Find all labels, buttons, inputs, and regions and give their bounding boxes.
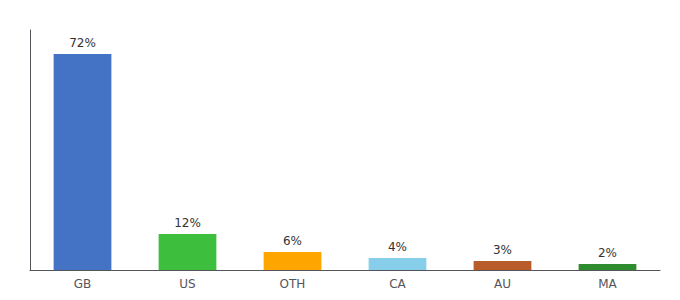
svg-text:CA: CA	[389, 277, 406, 291]
svg-text:MA: MA	[598, 277, 617, 291]
svg-text:AU: AU	[494, 277, 511, 291]
svg-text:2%: 2%	[598, 246, 617, 260]
svg-text:12%: 12%	[174, 216, 201, 230]
svg-text:GB: GB	[74, 277, 92, 291]
svg-text:3%: 3%	[493, 243, 512, 257]
svg-text:4%: 4%	[388, 240, 407, 254]
svg-text:US: US	[179, 277, 195, 291]
svg-text:6%: 6%	[283, 234, 302, 248]
svg-text:72%: 72%	[69, 36, 96, 50]
svg-text:OTH: OTH	[280, 277, 306, 291]
